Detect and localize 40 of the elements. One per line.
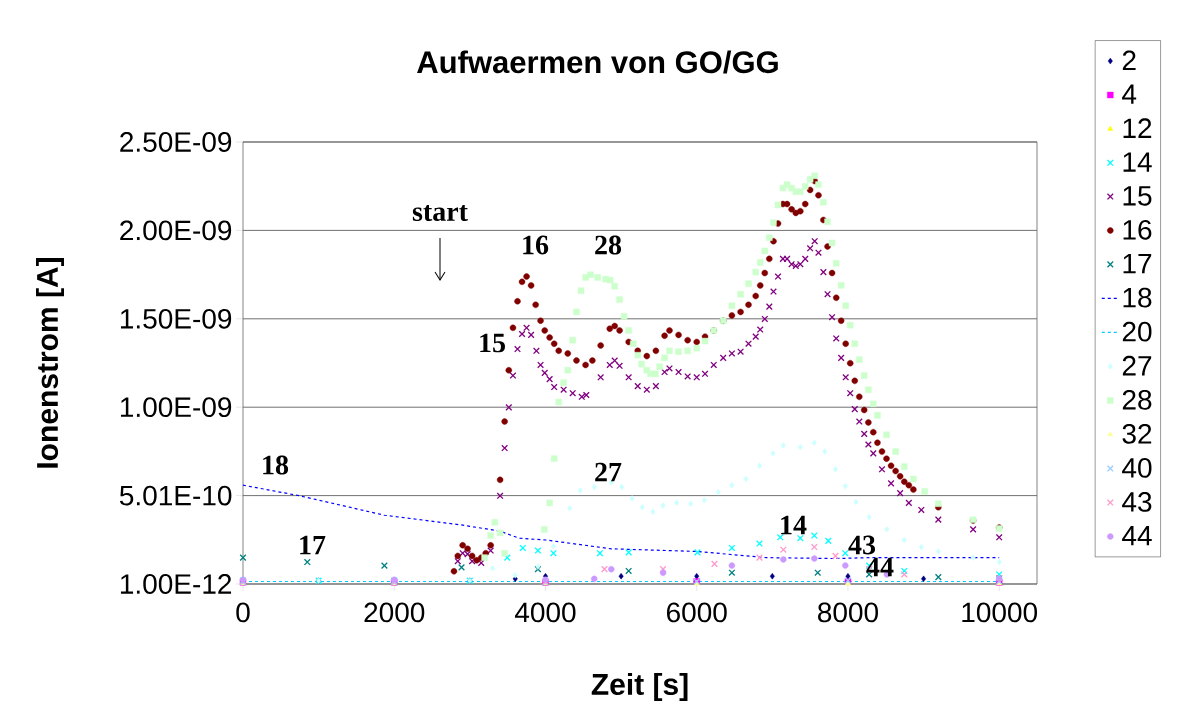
y-axis-title: Ionenstrom [A]: [36, 258, 64, 468]
legend-label: 14: [1123, 152, 1152, 172]
x-tick-label: 2000: [364, 602, 425, 623]
y-tick-label: 5.01E-10: [119, 485, 232, 506]
legend-label: 2: [1122, 50, 1136, 71]
annotation: 18: [263, 455, 289, 475]
annotation: 15: [480, 333, 505, 353]
annotation: start: [412, 204, 468, 222]
y-tick-label: 2.50E-09: [120, 132, 232, 152]
x-tick-label: 8000: [818, 602, 878, 623]
y-tick-label: 1.00E-09: [120, 397, 232, 418]
legend-label: 32: [1122, 423, 1152, 444]
y-tick-label: 1.50E-09: [120, 308, 232, 329]
annotation: 14: [781, 515, 807, 535]
x-tick-label: 6000: [667, 602, 727, 623]
chart-title: Aufwaermen von GO/GG: [417, 50, 778, 74]
annotation: 44: [866, 557, 894, 577]
x-tick-label: 10000: [962, 602, 1038, 623]
legend-label: 28: [1122, 389, 1152, 410]
annotation: 17: [300, 535, 326, 555]
annotation: 28: [595, 235, 622, 255]
legend-label: 12: [1123, 118, 1152, 138]
legend-label: 40: [1122, 458, 1152, 478]
y-tick-label: 1.00E-12: [120, 574, 232, 594]
annotation: 43: [848, 535, 876, 555]
legend-label: 27: [1122, 355, 1152, 376]
legend-label: 18: [1123, 287, 1152, 308]
legend-label: 43: [1122, 492, 1152, 512]
legend-label: 20: [1122, 321, 1152, 342]
y-tick-label: 2.00E-09: [120, 220, 232, 241]
legend-label: 44: [1122, 526, 1152, 546]
legend-label: 15: [1123, 186, 1152, 206]
x-tick-label: 0: [236, 602, 250, 623]
legend-label: 4: [1122, 84, 1137, 104]
legend-label: 16: [1123, 219, 1152, 240]
annotation: 16: [523, 235, 549, 255]
x-axis-title: Zeit [s]: [591, 673, 688, 701]
x-tick-label: 4000: [514, 602, 576, 623]
annotation: 27: [595, 462, 622, 482]
legend-label: 17: [1123, 253, 1152, 274]
